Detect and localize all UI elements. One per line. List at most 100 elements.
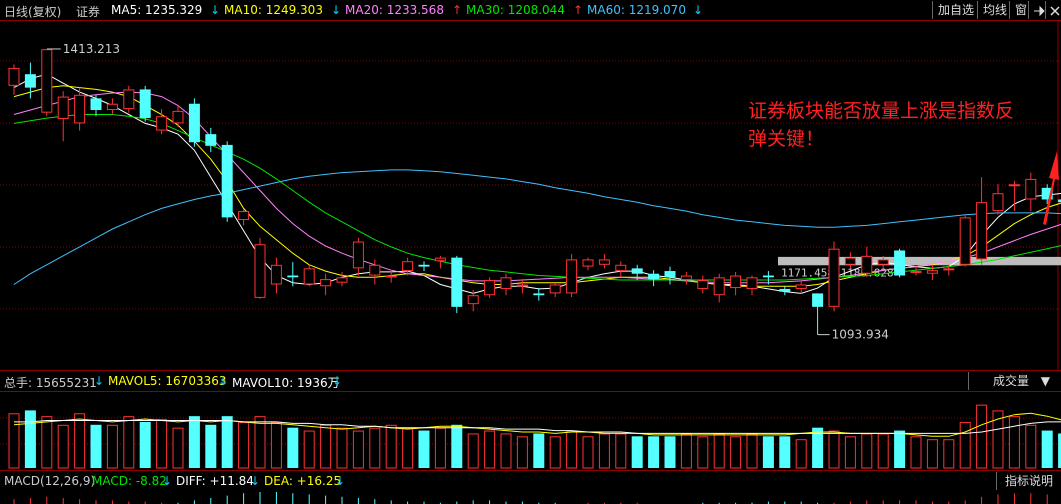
period-label[interactable]: 日线(复权): [4, 5, 62, 19]
volume-bar: [943, 439, 955, 469]
volume-bar: [123, 416, 135, 469]
volume-bar: [336, 427, 348, 469]
volume-bar: [238, 421, 250, 469]
volume-bar: [795, 439, 807, 469]
candle-body: [24, 74, 36, 88]
volume-bar: [369, 427, 381, 469]
macd-arrow-icon: ↓: [162, 474, 173, 488]
mavol10-arrow-icon: ↓: [332, 374, 343, 388]
volume-bar: [697, 436, 709, 469]
volume-bar: [24, 410, 36, 468]
candle-body: [730, 275, 742, 289]
volume-bar: [680, 433, 692, 469]
volume-bar: [1025, 424, 1037, 469]
volume-bar: [156, 419, 168, 469]
volume-bar: [910, 436, 922, 469]
volume-bar: [188, 416, 200, 468]
volume-legend-bar: 总手: 15655231 ↓ MAVOL5: 16703363 ↓ MAVOL1…: [0, 371, 1061, 391]
candle-body: [303, 268, 315, 285]
diff-arrow-icon: ↓: [250, 474, 261, 488]
mavol10-line: [14, 420, 1061, 434]
indicator-help-button[interactable]: 指标说明: [996, 472, 1061, 490]
candle-body: [713, 277, 725, 296]
volume-bar: [1008, 416, 1020, 469]
total-volume-arrow-icon: ↓: [94, 374, 105, 388]
ma10-arrow-icon: ↓: [331, 3, 342, 17]
candle-body: [188, 103, 200, 143]
ma-settings-button[interactable]: 均线: [977, 1, 1012, 19]
volume-bar: [402, 427, 414, 469]
volume-bar: [139, 421, 151, 468]
volume-bar: [484, 430, 496, 469]
volume-bar: [844, 436, 856, 469]
volume-bar: [828, 430, 840, 469]
candle-body: [861, 255, 873, 274]
candle-body: [762, 275, 774, 278]
macd-chart: [13, 492, 1048, 504]
candle-body: [582, 259, 594, 267]
volume-bar: [779, 436, 791, 468]
candle-body: [976, 202, 988, 260]
candle-body: [467, 295, 479, 305]
volume-bar: [976, 404, 988, 469]
candle-body: [598, 259, 610, 265]
candle-body: [221, 144, 233, 218]
candle-body: [123, 89, 135, 110]
candle-body: [926, 270, 938, 274]
volume-bar: [434, 427, 446, 469]
volume-bar: [877, 433, 889, 469]
macd-name[interactable]: MACD(12,26,9): [4, 474, 96, 488]
candle-body: [844, 257, 856, 265]
volume-bar: [254, 416, 266, 469]
volume-bar: [746, 433, 758, 469]
candle-body: [795, 284, 807, 289]
candle-body: [320, 279, 332, 287]
volume-bar: [106, 424, 118, 469]
volume-bar: [57, 424, 69, 469]
indicator-dropdown[interactable]: 成交量 ▼: [968, 372, 1054, 390]
volume-bar: [418, 430, 430, 468]
candle-body: [812, 293, 824, 307]
candle-body: [1058, 199, 1061, 203]
ma60-arrow-icon: ↓: [693, 3, 704, 17]
close-icon[interactable]: [1045, 1, 1061, 19]
volume-bar: [1058, 433, 1061, 468]
annotation-text: 证券板块能否放量上涨是指数反 弹关键！: [748, 97, 1014, 153]
volume-bar: [598, 433, 610, 469]
candle-body: [664, 271, 676, 278]
candle-body: [1008, 184, 1020, 187]
diff-value: DIFF: +11.84: [176, 474, 254, 488]
ma60-value: MA60: 1219.070: [587, 3, 686, 17]
candle-body: [943, 268, 955, 271]
ma10-value: MA10: 1249.303: [224, 3, 323, 17]
candle-body: [516, 284, 528, 287]
candle-body: [156, 116, 168, 131]
annotation-line-1: 证券板块能否放量上涨是指数反: [748, 100, 1015, 122]
mavol5-value: MAVOL5: 16703363: [108, 374, 227, 388]
pin-icon[interactable]: [1028, 1, 1049, 19]
high-label: 1413.213: [63, 42, 120, 56]
volume-chart[interactable]: [0, 392, 1061, 470]
window-button[interactable]: 窗: [1009, 1, 1032, 19]
volume-bar: [566, 430, 578, 469]
annotation-line-2: 弹关键！: [748, 128, 825, 150]
volume-bar: [451, 424, 463, 468]
volume-bar: [352, 430, 364, 469]
add-watchlist-button[interactable]: 加自选: [932, 1, 979, 19]
candle-body: [1025, 178, 1037, 200]
candle-body: [697, 280, 709, 289]
volume-bar: [90, 424, 102, 468]
candle-body: [385, 275, 397, 278]
mavol5-arrow-icon: ↓: [218, 374, 229, 388]
volume-bar: [8, 413, 20, 469]
volume-bar: [582, 436, 594, 469]
volume-bar: [270, 421, 282, 469]
candle-body: [90, 98, 102, 110]
volume-bar: [648, 436, 660, 468]
candle-body: [238, 211, 250, 221]
candle-body: [746, 277, 758, 289]
volume-bar: [467, 433, 479, 469]
candle-body: [992, 193, 1004, 212]
volume-bar: [959, 421, 971, 469]
